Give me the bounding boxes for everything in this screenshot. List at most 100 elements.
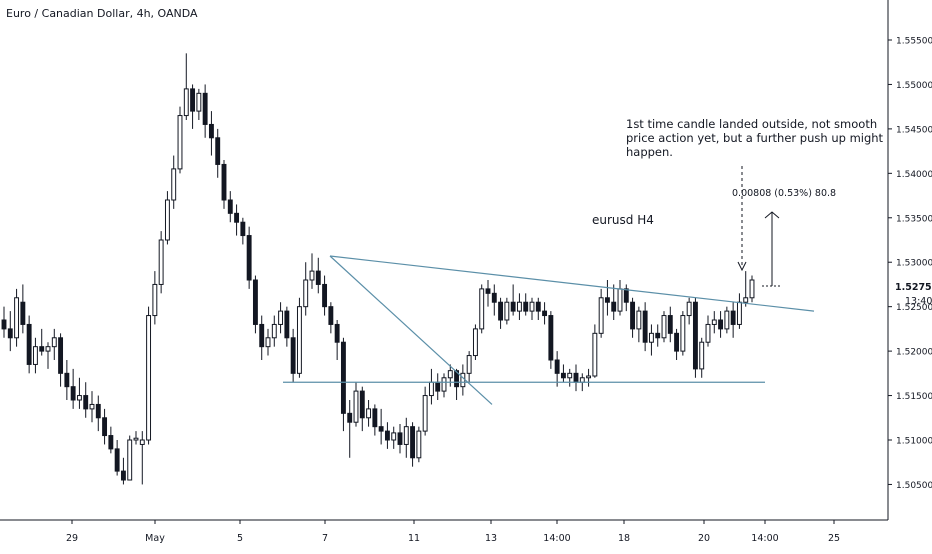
candle[interactable]: [403, 417, 409, 458]
candle[interactable]: [227, 191, 233, 223]
candle[interactable]: [686, 297, 692, 325]
candle[interactable]: [447, 364, 453, 387]
candle[interactable]: [749, 275, 755, 303]
price-axis[interactable]: 1.50500 1.51000 1.51500 1.52000 1.52500 1.530…: [888, 37, 932, 491]
candle[interactable]: [271, 315, 277, 347]
note-line-2[interactable]: price action yet, but a further push up …: [626, 131, 884, 145]
candle[interactable]: [284, 306, 290, 347]
candle[interactable]: [83, 382, 89, 418]
candle[interactable]: [127, 435, 133, 481]
candle[interactable]: [410, 422, 416, 467]
candle[interactable]: [718, 311, 724, 338]
candle[interactable]: [730, 302, 736, 338]
candle[interactable]: [699, 337, 705, 378]
candle[interactable]: [190, 84, 196, 129]
candle[interactable]: [158, 231, 164, 294]
candle[interactable]: [215, 128, 221, 178]
candle[interactable]: [372, 404, 378, 436]
candle[interactable]: [705, 315, 711, 347]
candle[interactable]: [278, 302, 284, 334]
candle[interactable]: [171, 155, 177, 209]
candle[interactable]: [604, 280, 610, 316]
candle[interactable]: [303, 262, 309, 316]
candle[interactable]: [89, 391, 95, 423]
measure-label[interactable]: 0.00808 (0.53%) 80.8: [732, 188, 836, 199]
candle[interactable]: [265, 328, 271, 356]
candle[interactable]: [353, 382, 359, 427]
candle[interactable]: [623, 284, 629, 312]
candle[interactable]: [680, 311, 686, 356]
candle[interactable]: [661, 311, 667, 343]
candle[interactable]: [586, 368, 592, 387]
note-line-3[interactable]: happen.: [626, 145, 673, 159]
candle[interactable]: [422, 386, 428, 436]
candle[interactable]: [102, 408, 108, 445]
candle[interactable]: [240, 217, 246, 245]
candle[interactable]: [328, 302, 334, 334]
candle[interactable]: [642, 302, 648, 352]
candle[interactable]: [548, 311, 554, 369]
candle[interactable]: [58, 333, 64, 387]
candle[interactable]: [259, 315, 265, 360]
candle[interactable]: [378, 408, 384, 445]
candle[interactable]: [636, 306, 642, 343]
candle[interactable]: [315, 257, 321, 294]
candle[interactable]: [560, 364, 566, 383]
candle[interactable]: [743, 271, 749, 307]
candle[interactable]: [64, 360, 70, 400]
candle[interactable]: [146, 306, 152, 445]
candle[interactable]: [542, 302, 548, 325]
candle[interactable]: [120, 457, 126, 485]
candle[interactable]: [529, 297, 535, 320]
candle[interactable]: [472, 324, 478, 360]
candle[interactable]: [95, 395, 101, 432]
candle[interactable]: [491, 284, 497, 316]
candle[interactable]: [711, 311, 717, 334]
candle[interactable]: [504, 297, 510, 325]
candle[interactable]: [26, 315, 32, 374]
candle[interactable]: [674, 328, 680, 360]
candle[interactable]: [208, 111, 214, 156]
chart-label-annotation[interactable]: eurusd H4: [592, 213, 654, 227]
candle[interactable]: [592, 324, 598, 378]
candle[interactable]: [667, 306, 673, 343]
candle[interactable]: [76, 377, 82, 409]
candle[interactable]: [554, 351, 560, 387]
candle[interactable]: [1, 306, 7, 338]
candle[interactable]: [416, 426, 422, 463]
drawings-layer[interactable]: [283, 255, 815, 405]
candle[interactable]: [20, 284, 26, 334]
candle[interactable]: [51, 328, 57, 360]
candle[interactable]: [309, 253, 315, 289]
candle[interactable]: [45, 342, 51, 369]
candle[interactable]: [221, 160, 227, 209]
candle[interactable]: [724, 306, 730, 334]
candle[interactable]: [630, 297, 636, 338]
candle[interactable]: [516, 293, 522, 320]
candle[interactable]: [296, 297, 302, 378]
candle[interactable]: [108, 426, 114, 454]
candle[interactable]: [441, 373, 447, 398]
candle[interactable]: [397, 424, 403, 454]
candle[interactable]: [359, 386, 365, 432]
candle[interactable]: [196, 88, 202, 120]
candle[interactable]: [479, 284, 485, 334]
candle[interactable]: [14, 288, 20, 347]
candle[interactable]: [152, 271, 158, 325]
candle[interactable]: [648, 324, 654, 356]
candle[interactable]: [7, 311, 13, 352]
candle[interactable]: [567, 368, 573, 387]
candle[interactable]: [384, 422, 390, 449]
candle[interactable]: [164, 191, 170, 245]
candle[interactable]: [133, 431, 139, 445]
candle[interactable]: [510, 284, 516, 316]
candle[interactable]: [252, 275, 258, 334]
candle[interactable]: [611, 284, 617, 320]
candle[interactable]: [535, 297, 541, 320]
candle[interactable]: [322, 275, 328, 316]
candle[interactable]: [692, 297, 698, 378]
candle[interactable]: [340, 337, 346, 432]
candle[interactable]: [234, 204, 240, 236]
candle[interactable]: [523, 293, 529, 316]
